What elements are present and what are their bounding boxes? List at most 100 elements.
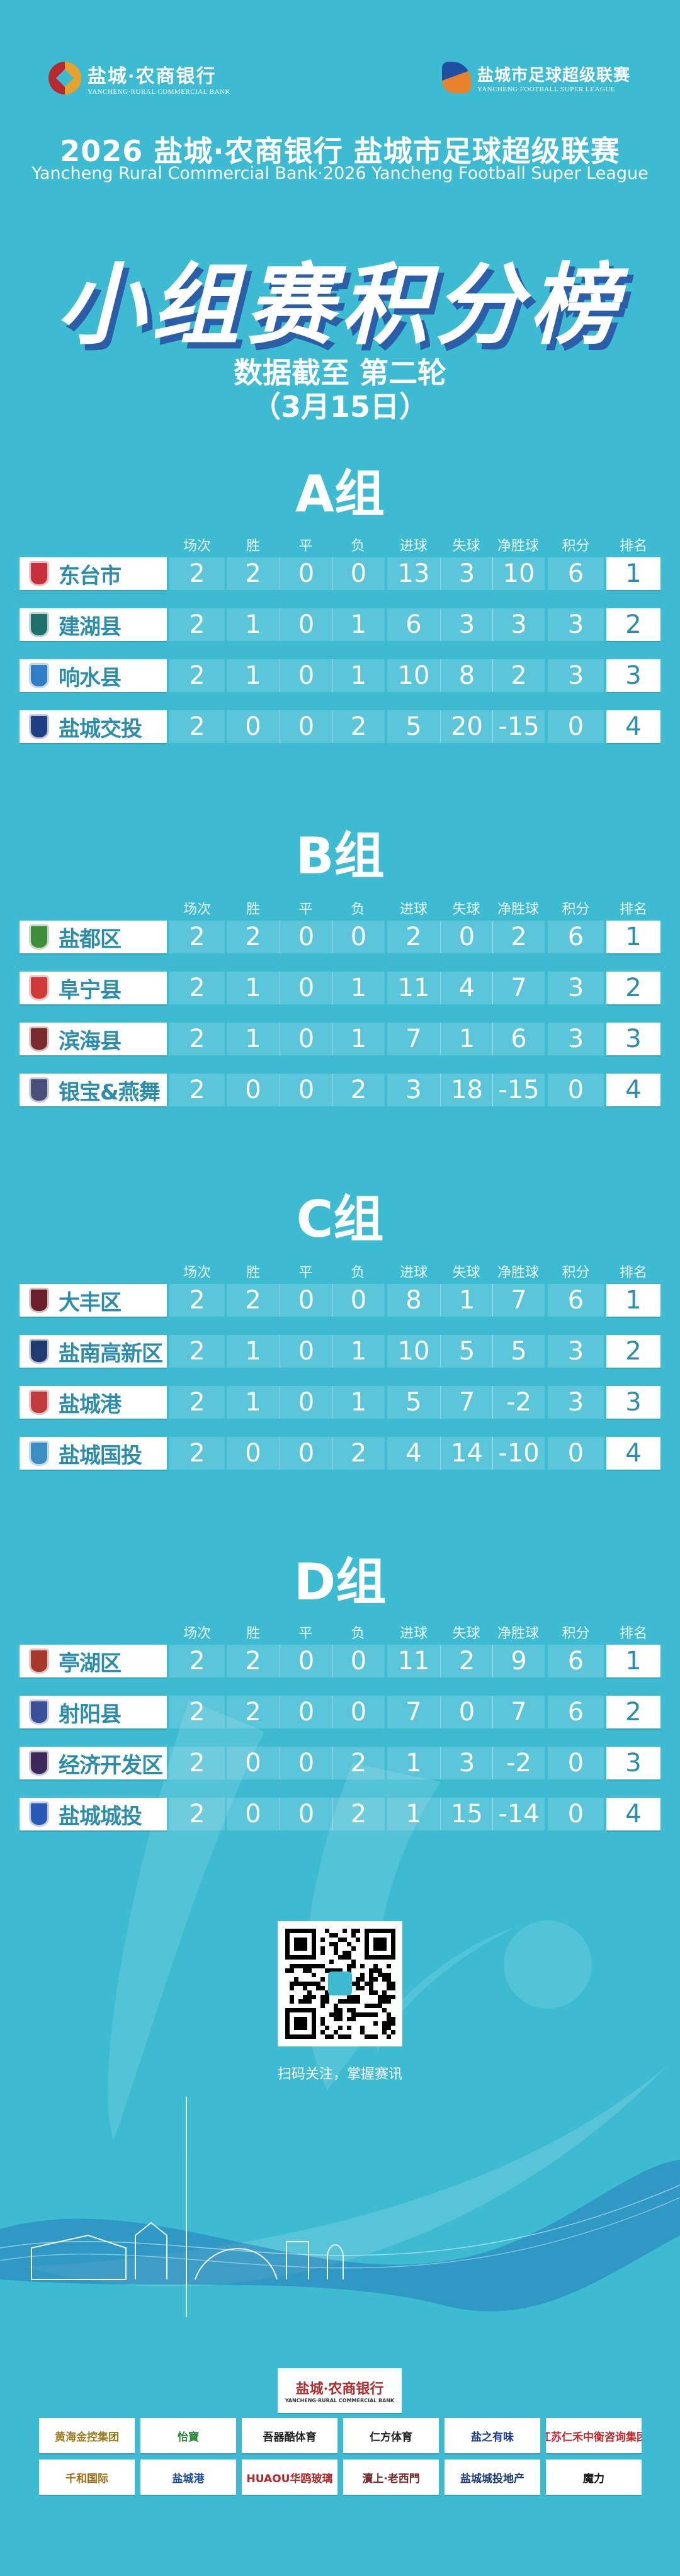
table-row: 响水县 2 1 0 1 10 8 2 3 3 — [0, 659, 680, 692]
table-row: 盐城国投 2 0 0 2 4 14 -10 0 4 — [0, 1437, 680, 1470]
stat-cell: 0 — [440, 1696, 493, 1728]
team-name-cell: 响水县 — [20, 659, 167, 692]
stat-cell: 2 — [169, 1747, 225, 1779]
stat-cell: 6 — [548, 1645, 604, 1677]
event-title: 2026 盐城·农商银行 盐城市足球超级联赛 — [60, 134, 620, 168]
column-header: 平 — [298, 1626, 313, 1642]
stat-cell: 1 — [440, 1023, 493, 1055]
stat-cell: -2 — [492, 1386, 545, 1419]
stat-cell: 6 — [387, 608, 440, 641]
stat-cell: 20 — [440, 710, 493, 743]
sponsor-logo: 瀆上·老西門 — [343, 2460, 439, 2495]
stat-cell: -14 — [492, 1798, 545, 1830]
stat-cell: 3 — [548, 972, 604, 1004]
stat-cell: 6 — [492, 1023, 545, 1055]
stat-cell: 0 — [280, 1747, 332, 1779]
team-name: 东台市 — [59, 563, 122, 589]
rank-cell: 3 — [606, 1023, 660, 1055]
stat-cell: 6 — [548, 1696, 604, 1728]
team-badge-icon — [30, 562, 48, 586]
stat-cell: 1 — [332, 659, 385, 692]
stat-cell: 1 — [227, 608, 280, 641]
team-name-cell: 经济开发区 — [20, 1747, 167, 1779]
stat-cell: 11 — [387, 972, 440, 1004]
stat-cell: 2 — [227, 557, 280, 590]
stat-cell: 1 — [332, 1386, 385, 1419]
column-header: 负 — [351, 902, 365, 917]
stat-cell: 3 — [387, 1074, 440, 1106]
stat-cell: 0 — [280, 1798, 332, 1830]
stat-cell: -10 — [492, 1437, 545, 1470]
stat-cell: 3 — [440, 557, 493, 590]
rank-cell: 2 — [606, 1696, 660, 1728]
stat-cell: 2 — [227, 921, 280, 953]
stat-cell: 2 — [332, 1437, 385, 1470]
stat-cell: 8 — [387, 1284, 440, 1317]
rank-cell: 1 — [606, 1284, 660, 1317]
stat-cell: 13 — [387, 557, 440, 590]
stat-cell: 0 — [280, 1386, 332, 1419]
team-badge-icon — [30, 1339, 48, 1363]
rank-cell: 4 — [606, 1437, 660, 1470]
team-badge-icon — [30, 664, 48, 688]
table-row: 盐城港 2 1 0 1 5 7 -2 3 3 — [0, 1386, 680, 1419]
team-name: 盐城港 — [59, 1392, 122, 1417]
column-header: 场次 — [183, 538, 211, 554]
qr-code-icon — [285, 1929, 395, 2039]
league-logo-name: 盐城市足球超级联赛 — [477, 65, 631, 85]
team-name: 响水县 — [59, 665, 122, 691]
stat-cell: 2 — [169, 1386, 225, 1419]
rank-cell: 2 — [606, 608, 660, 641]
column-header: 失球 — [452, 538, 480, 554]
stat-cell: 5 — [387, 710, 440, 743]
stat-cell: 2 — [227, 1645, 280, 1677]
stat-cell: 0 — [332, 1284, 385, 1317]
stat-cell: 0 — [280, 608, 332, 641]
stat-cell: 2 — [169, 1284, 225, 1317]
stat-cell: 1 — [227, 659, 280, 692]
sponsor-logo: 盐之有味 — [445, 2418, 540, 2453]
stat-cell: -2 — [492, 1747, 545, 1779]
stat-cell: 1 — [440, 1284, 493, 1317]
team-name-cell: 建湖县 — [20, 608, 167, 641]
stat-cell: 1 — [332, 972, 385, 1004]
stat-cell: 0 — [440, 921, 493, 953]
stat-cell: 2 — [169, 1798, 225, 1830]
team-name: 经济开发区 — [59, 1752, 163, 1778]
rank-cell: 2 — [606, 1335, 660, 1368]
column-header: 积分 — [562, 1626, 590, 1642]
team-name-cell: 射阳县 — [20, 1696, 167, 1728]
stat-cell: 9 — [492, 1645, 545, 1677]
stat-cell: 3 — [548, 1335, 604, 1368]
stat-cell: 3 — [548, 1023, 604, 1055]
stat-cell: 0 — [280, 1645, 332, 1677]
stat-cell: 2 — [227, 1696, 280, 1728]
table-row: 东台市 2 2 0 0 13 3 10 6 1 — [0, 557, 680, 590]
stat-cell: 0 — [280, 1023, 332, 1055]
rank-cell: 1 — [606, 921, 660, 953]
stat-cell: 1 — [387, 1747, 440, 1779]
team-name: 银宝&燕舞 — [59, 1079, 161, 1105]
table-row: 经济开发区 2 0 0 2 1 3 -2 0 3 — [0, 1747, 680, 1779]
stat-cell: 7 — [387, 1023, 440, 1055]
stat-cell: 11 — [387, 1645, 440, 1677]
stat-cell: 3 — [492, 608, 545, 641]
team-badge-icon — [30, 925, 48, 949]
stat-cell: 7 — [492, 1284, 545, 1317]
team-name: 阜宁县 — [59, 977, 122, 1003]
stat-cell: 2 — [332, 1747, 385, 1779]
team-name: 射阳县 — [59, 1701, 122, 1727]
stat-cell: 0 — [280, 710, 332, 743]
column-header: 平 — [298, 1265, 313, 1281]
stat-cell: 2 — [169, 972, 225, 1004]
team-name: 滨海县 — [59, 1028, 122, 1054]
column-header: 排名 — [619, 1626, 647, 1642]
bank-logo-name: 盐城·农商银行 — [88, 65, 217, 88]
team-name: 盐都区 — [59, 926, 122, 952]
stat-cell: 3 — [440, 1747, 493, 1779]
city-skyline-illustration — [0, 2097, 680, 2317]
qr-code[interactable] — [278, 1921, 402, 2046]
team-name-cell: 银宝&燕舞 — [20, 1074, 167, 1106]
stat-cell: 5 — [440, 1335, 493, 1368]
stat-cell: 2 — [169, 1023, 225, 1055]
